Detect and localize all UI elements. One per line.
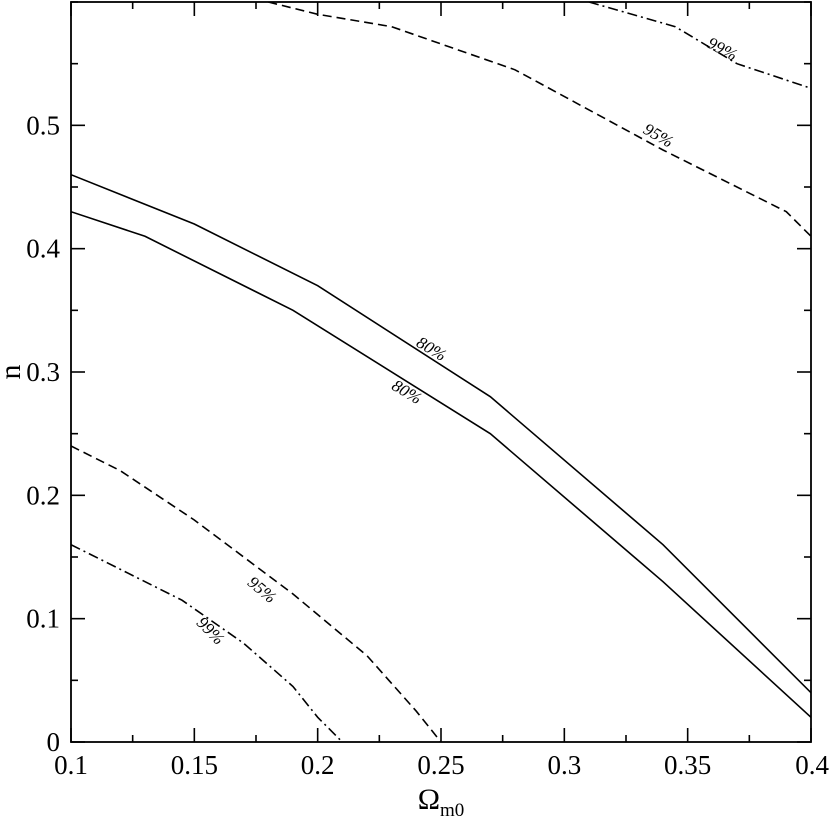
- y-tick-label: 0.3: [26, 357, 60, 387]
- x-tick-label: 0.2: [301, 750, 335, 780]
- contour-line-95pct-3: [71, 445, 442, 742]
- x-axis-title: Ωm0: [418, 783, 465, 818]
- contour-line-99pct-4: [588, 2, 811, 90]
- axis-ticks: 0.1 0.15 0.2 0.25 0.3 0.35 0.400.10.20.30.40.5: [26, 1, 830, 780]
- contour-line-95pct-2: [268, 2, 811, 237]
- y-tick-label: 0.5: [26, 110, 60, 140]
- x-tick-label: 0.1: [54, 750, 88, 780]
- x-tick-label: 0.15: [171, 750, 218, 780]
- y-tick-label: 0.4: [26, 234, 60, 264]
- x-axis-title-main: Ω: [418, 783, 440, 816]
- y-tick-label: 0.2: [26, 480, 60, 510]
- x-tick-label: 0.35: [664, 750, 711, 780]
- contour-label-0: 80%: [413, 333, 450, 365]
- contour-line-99pct-5: [71, 543, 343, 742]
- y-tick-label: 0.1: [26, 604, 60, 634]
- contour-label-2: 95%: [640, 119, 676, 151]
- y-axis-title: n: [0, 365, 27, 380]
- plot-area: 80% 80% 95% 95% 99% 99%: [71, 2, 811, 742]
- contour-line-80pct-1: [71, 210, 811, 718]
- contour-label-3: 95%: [244, 572, 280, 607]
- x-tick-label: 0.25: [417, 750, 464, 780]
- y-tick-label: 0: [47, 727, 61, 757]
- x-axis-title-subscript: m0: [440, 800, 464, 818]
- contour-line-80pct-0: [71, 173, 811, 694]
- x-tick-label: 0.3: [547, 750, 581, 780]
- contour-label-5: 99%: [193, 613, 228, 648]
- x-tick-label: 0.4: [795, 750, 829, 780]
- plot-frame: [70, 1, 812, 743]
- contour-label-1: 80%: [389, 376, 426, 408]
- contour-label-4: 99%: [704, 33, 740, 64]
